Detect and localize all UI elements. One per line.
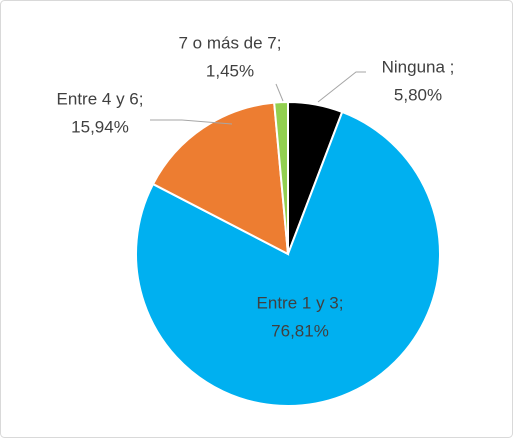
- leader-line: [150, 119, 233, 125]
- pie-slice: [273, 100, 289, 255]
- value-label: 15,94%: [71, 117, 129, 136]
- value-label: 5,80%: [394, 85, 442, 104]
- category-label: 7 o más de 7;: [178, 33, 281, 52]
- category-label: Entre 4 y 6;: [57, 89, 144, 108]
- pie-slice: [135, 110, 441, 407]
- value-label: 1,45%: [206, 61, 254, 80]
- category-label: Entre 1 y 3;: [257, 293, 344, 312]
- leader-line: [275, 83, 284, 102]
- pie-slice: [151, 101, 290, 256]
- value-label: 76,81%: [271, 321, 329, 340]
- leader-line: [317, 71, 366, 103]
- category-label: Ninguna ;: [382, 57, 455, 76]
